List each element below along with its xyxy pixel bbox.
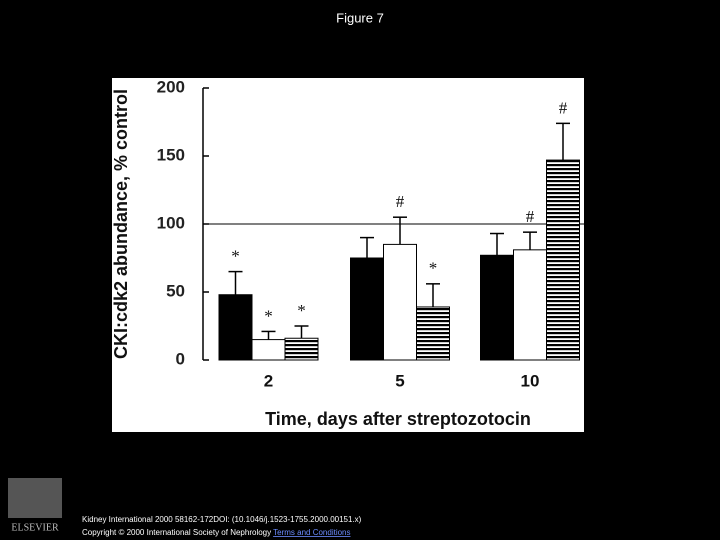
logo-text: ELSEVIER [11, 522, 59, 533]
y-tick-label: 100 [157, 213, 185, 232]
slide-title: Figure 7 [336, 10, 384, 25]
y-tick-label: 200 [157, 77, 185, 96]
x-tick-label: 2 [264, 371, 273, 390]
terms-link[interactable]: Terms and Conditions [273, 528, 350, 537]
x-tick-label: 10 [521, 371, 540, 390]
bar [218, 294, 253, 361]
bar [513, 249, 547, 361]
significance-marker: * [231, 247, 240, 266]
y-tick-label: 0 [176, 349, 185, 368]
bar [480, 254, 514, 361]
chart: 0 50 100 150 200 CKI:cdk2 abundance, % contro… [111, 77, 584, 429]
bar [546, 159, 580, 361]
significance-marker: # [559, 98, 568, 117]
significance-marker: * [264, 306, 273, 325]
x-axis-label: Time, days after streptozotocin [265, 409, 531, 429]
significance-marker: * [297, 301, 306, 320]
y-tick-label: 50 [166, 281, 185, 300]
bar [416, 306, 450, 361]
bar [383, 243, 417, 361]
y-axis-label: CKI:cdk2 abundance, % control [111, 89, 131, 359]
bar [251, 339, 286, 361]
x-tick-label: 5 [395, 371, 404, 390]
significance-marker: # [526, 207, 535, 226]
bar [284, 337, 319, 361]
significance-marker: # [396, 192, 405, 211]
bar [350, 257, 384, 361]
citation: Kidney International 2000 58162-172DOI: … [82, 515, 362, 524]
logo-tree [8, 478, 62, 518]
significance-marker: * [429, 259, 438, 278]
y-tick-label: 150 [157, 145, 185, 164]
copyright: Copyright © 2000 International Society o… [82, 528, 271, 537]
